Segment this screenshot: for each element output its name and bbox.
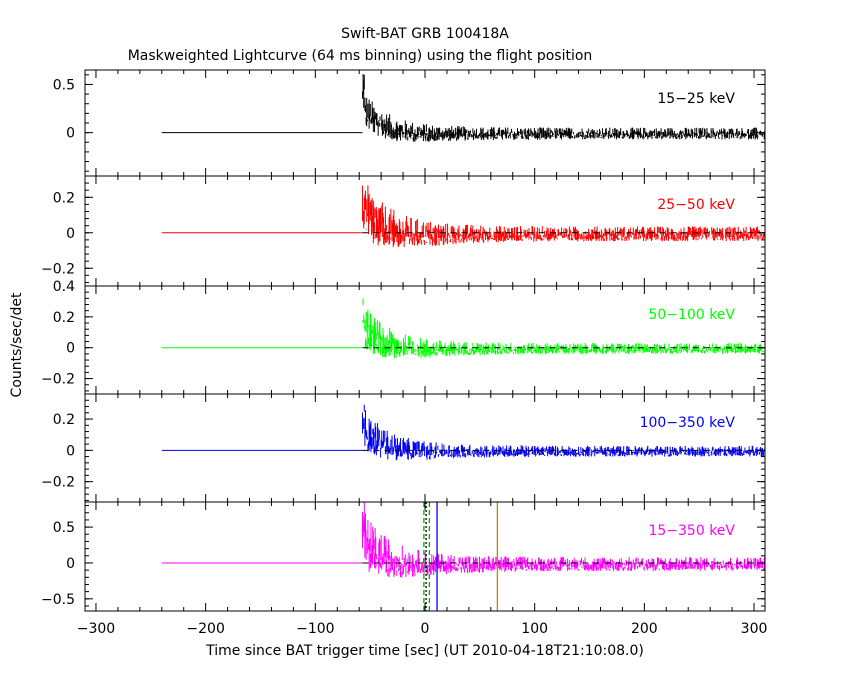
panel-1: 0.5 0 15−25 keV xyxy=(53,69,766,177)
panel-5-series xyxy=(161,502,765,611)
y-axis-label: Counts/sec/det xyxy=(9,292,25,397)
x-tick-label: 100 xyxy=(521,621,548,637)
y-tick-label: 0 xyxy=(66,126,75,142)
panel-1-frame xyxy=(84,69,766,177)
x-axis: −300 −200 −100 0 100 200 300 xyxy=(77,621,768,637)
panel-2-series xyxy=(161,185,765,248)
x-tick-label: 0 xyxy=(421,621,430,637)
y-tick-label: 0.2 xyxy=(53,412,75,428)
panels-group: 0.5 0 15−25 keV 0.2 0 −0.2 25−50 keV 0.4 0.2 0 −0.… xyxy=(41,69,766,612)
y-tick-label: −0.5 xyxy=(41,592,75,608)
panel-5-band-label: 15−350 keV xyxy=(648,523,735,539)
y-tick-label: 0.5 xyxy=(53,520,75,536)
y-tick-label: 0 xyxy=(66,341,75,357)
y-tick-label: 0 xyxy=(66,556,75,572)
panel-4-band-label: 100−350 keV xyxy=(640,415,736,431)
panel-2-band-label: 25−50 keV xyxy=(657,197,735,213)
panel-3-band-label: 50−100 keV xyxy=(648,307,735,323)
x-axis-label: Time since BAT trigger time [sec] (UT 20… xyxy=(205,643,644,659)
y-tick-label: 0 xyxy=(66,443,75,459)
panel-3-frame xyxy=(84,285,766,395)
y-tick-label: 0.2 xyxy=(53,310,75,326)
x-tick-label: −100 xyxy=(296,621,334,637)
y-tick-label: 0.5 xyxy=(53,77,75,93)
panel-1-band-label: 15−25 keV xyxy=(657,91,735,107)
y-tick-label: 0 xyxy=(66,226,75,242)
y-tick-label: −0.2 xyxy=(41,261,75,277)
y-tick-label: 0.4 xyxy=(53,279,75,295)
y-tick-label: −0.2 xyxy=(41,475,75,491)
panel-4-series xyxy=(161,404,765,461)
x-tick-label: −200 xyxy=(186,621,224,637)
panel-5: 0.5 0 −0.5 15−350 keV xyxy=(41,501,766,612)
series-burst-signal xyxy=(361,404,765,461)
series-burst-signal xyxy=(361,185,765,248)
series-burst-signal xyxy=(361,502,765,578)
series-burst-signal xyxy=(361,73,765,142)
y-tick-label: 0.2 xyxy=(53,190,75,206)
x-tick-label: 300 xyxy=(741,621,768,637)
chart-subtitle: Maskweighted Lightcurve (64 ms binning) … xyxy=(128,48,593,64)
panel-2: 0.2 0 −0.2 25−50 keV xyxy=(41,175,766,287)
panel-4: 0.2 0 −0.2 100−350 keV xyxy=(41,393,766,503)
y-tick-label: −0.2 xyxy=(41,372,75,388)
x-tick-label: 200 xyxy=(631,621,658,637)
x-tick-label: −300 xyxy=(77,621,115,637)
panel-1-series xyxy=(161,73,765,142)
panel-3-series xyxy=(161,298,765,359)
panel-3: 0.4 0.2 0 −0.2 50−100 keV xyxy=(41,279,766,395)
chart-title: Swift-BAT GRB 100418A xyxy=(341,26,509,42)
